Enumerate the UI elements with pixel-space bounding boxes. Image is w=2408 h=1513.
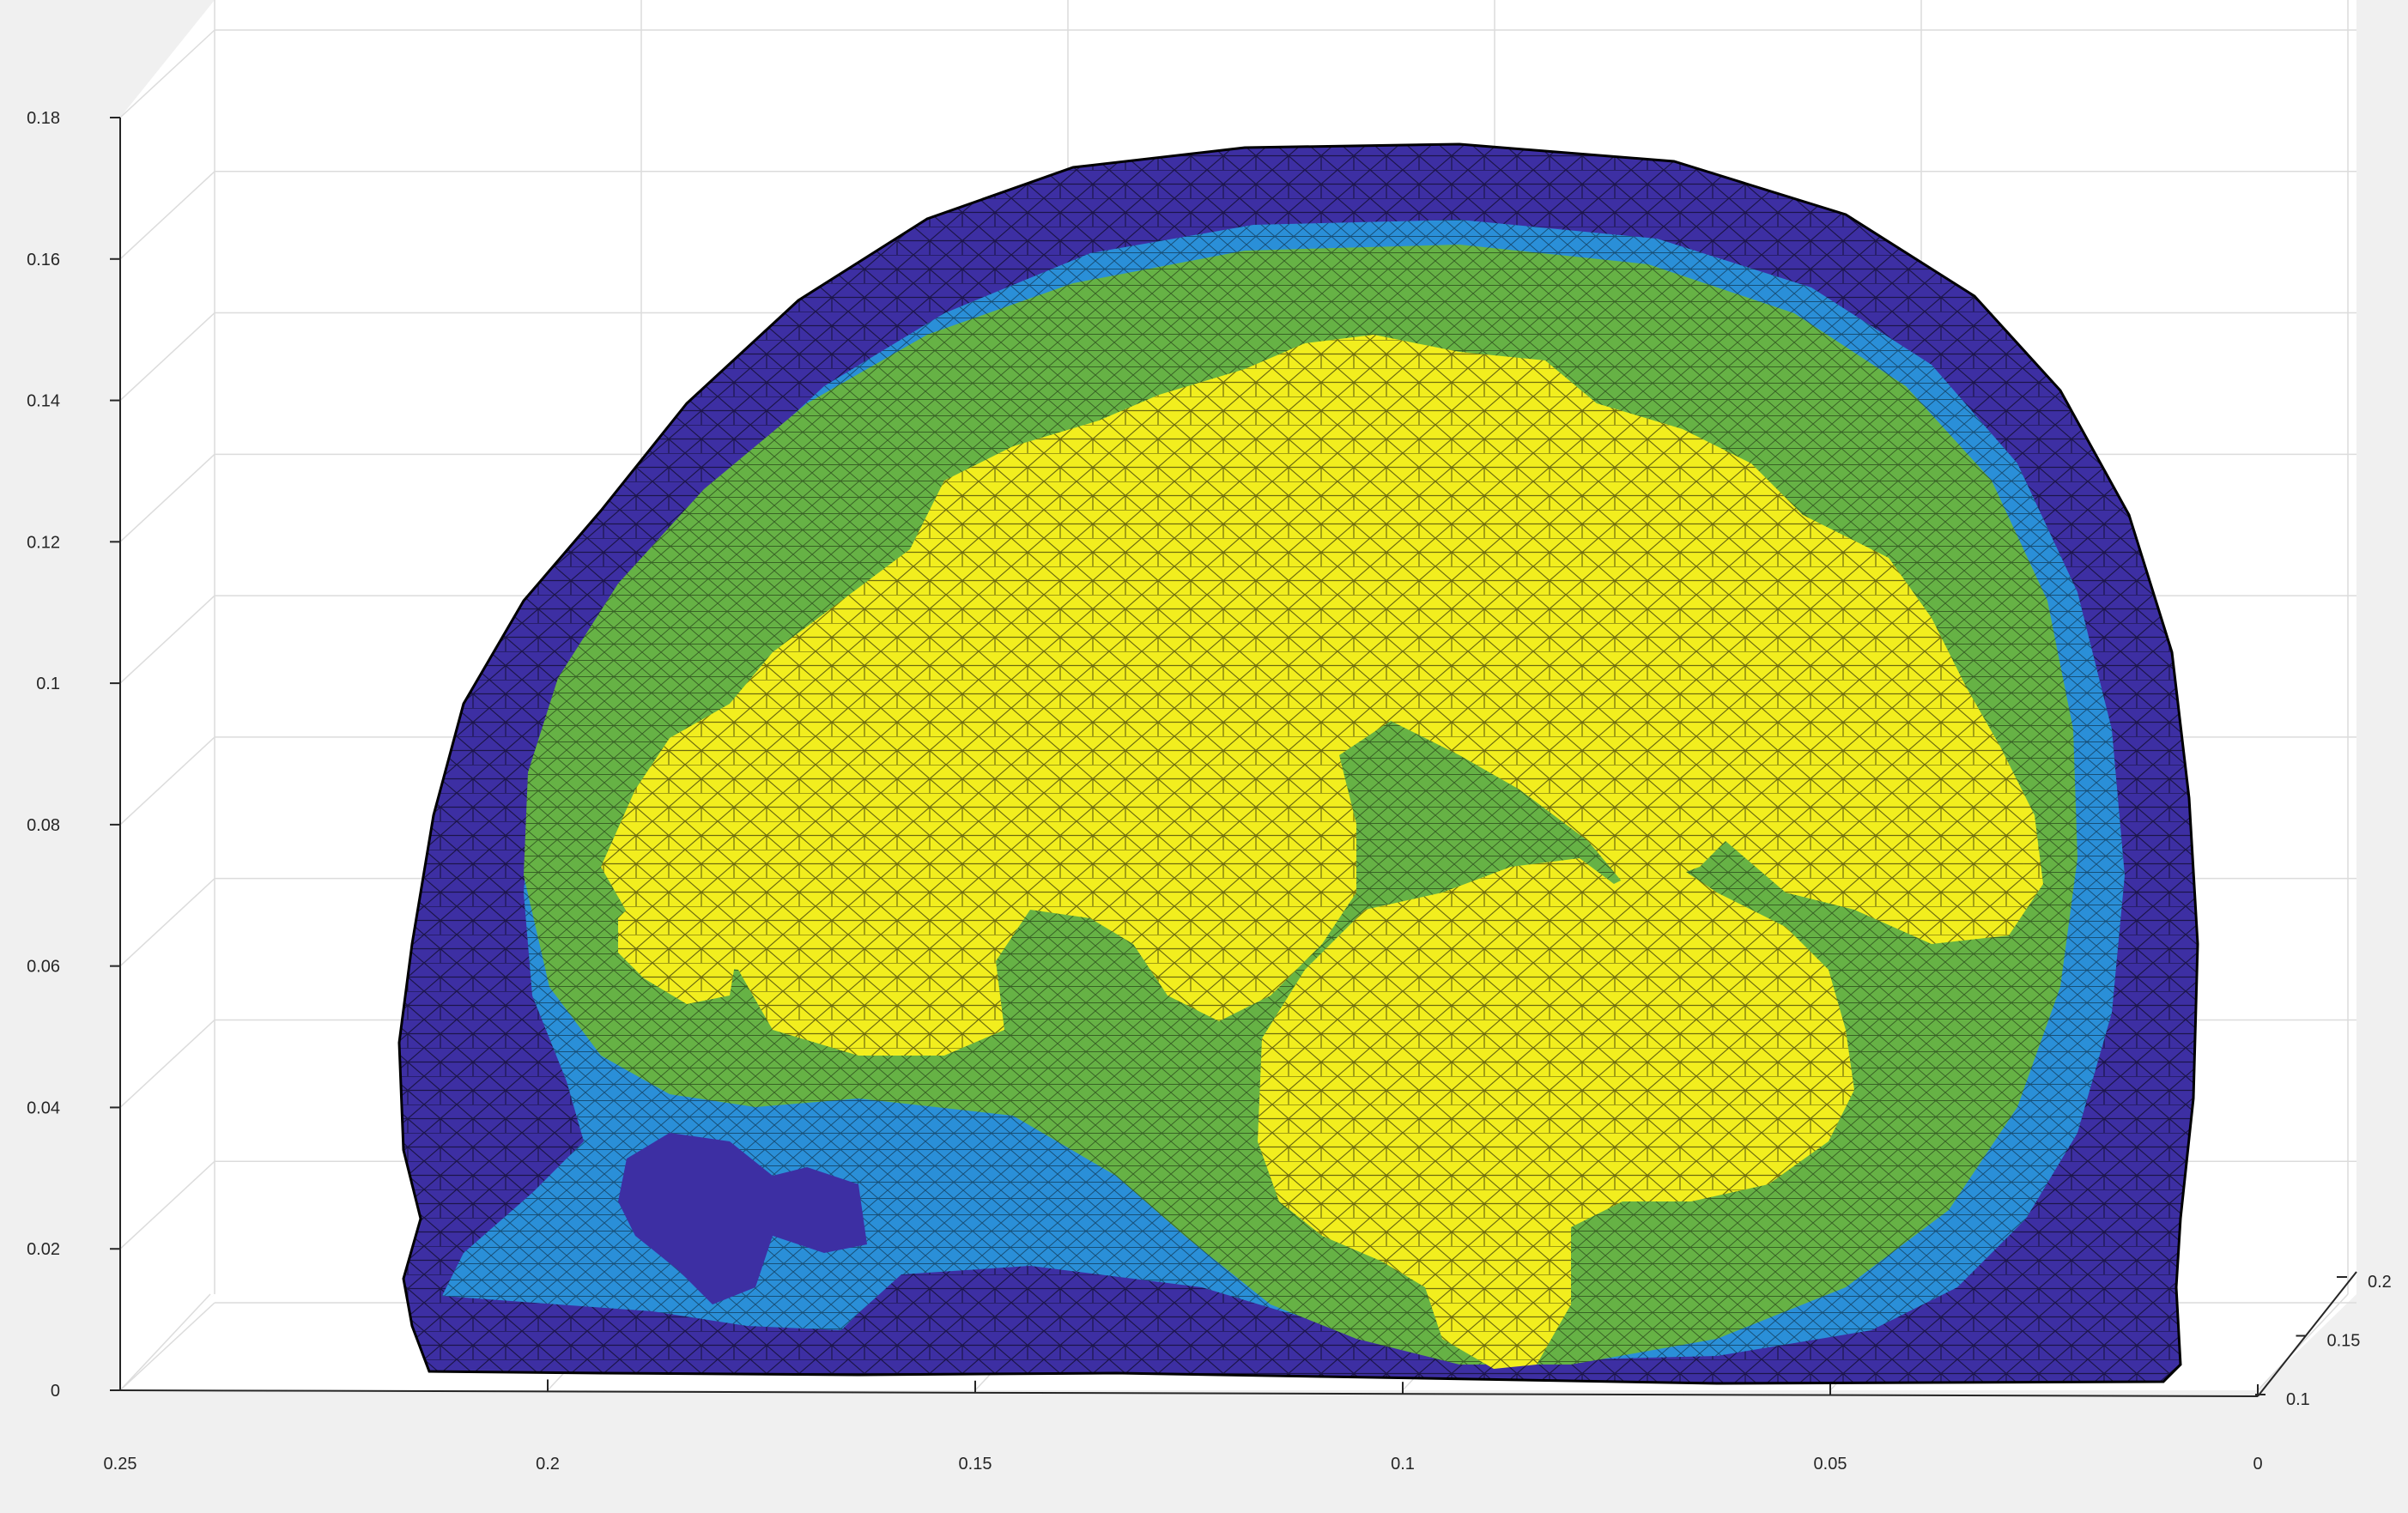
grid-line-depth	[119, 1019, 215, 1108]
x-tick-label: 0.25	[104, 1455, 137, 1474]
x-axis-line	[119, 1389, 2259, 1397]
y-tick-label: 0.15	[2327, 1332, 2361, 1351]
z-tick-label: 0.04	[27, 1098, 60, 1117]
side-pane	[120, 0, 215, 1390]
y-tick-label: 0.1	[2286, 1390, 2310, 1409]
grid-line-depth	[119, 1160, 215, 1250]
grid-line-depth	[119, 453, 215, 542]
mesh-core-2	[1258, 858, 1854, 1369]
z-tick-label: 0.02	[27, 1240, 60, 1259]
z-tick-label: 0.16	[27, 251, 60, 269]
grid-line-floor	[2257, 1293, 2349, 1391]
x-tick-label: 0.2	[536, 1455, 560, 1474]
x-tick-label: 0	[2253, 1455, 2262, 1474]
axes	[110, 117, 2357, 1397]
tick-labels: 0.25 0.2 0.15 0.1 0.05 0 0 0.02 0.04 0.06 0.08 0.1 0…	[27, 109, 2392, 1474]
grid-line-depth	[119, 29, 215, 118]
z-tick-label: 0.06	[27, 958, 60, 977]
y-tick-label: 0.2	[2368, 1273, 2392, 1292]
mesh-core-3	[1717, 712, 2026, 927]
x-tick-label: 0.1	[1391, 1455, 1415, 1474]
grid-line-floor	[119, 1293, 211, 1391]
grid-line-depth	[119, 878, 215, 967]
x-tick-label: 0.15	[959, 1455, 992, 1474]
grid-line-depth	[119, 736, 215, 826]
mesh-core-4	[618, 884, 738, 1004]
grid-line-depth	[119, 312, 215, 402]
y-axis-line	[2257, 1271, 2357, 1397]
mesh-core-1	[601, 335, 2043, 1056]
region-outer-pocket	[618, 1133, 867, 1304]
mesh-surface	[397, 142, 2199, 1385]
z-tick-label: 0.1	[36, 675, 60, 693]
z-tick-label: 0.14	[27, 392, 60, 411]
x-tick-label: 0.05	[1814, 1455, 1847, 1474]
z-tick-label: 0.18	[27, 109, 60, 128]
grid-line-depth	[119, 595, 215, 684]
grid-line-depth	[119, 171, 215, 260]
z-tick-label: 0	[51, 1382, 60, 1401]
z-tick-label: 0.08	[27, 816, 60, 835]
grid-line-depth	[119, 1302, 215, 1391]
z-tick-label: 0.12	[27, 533, 60, 552]
